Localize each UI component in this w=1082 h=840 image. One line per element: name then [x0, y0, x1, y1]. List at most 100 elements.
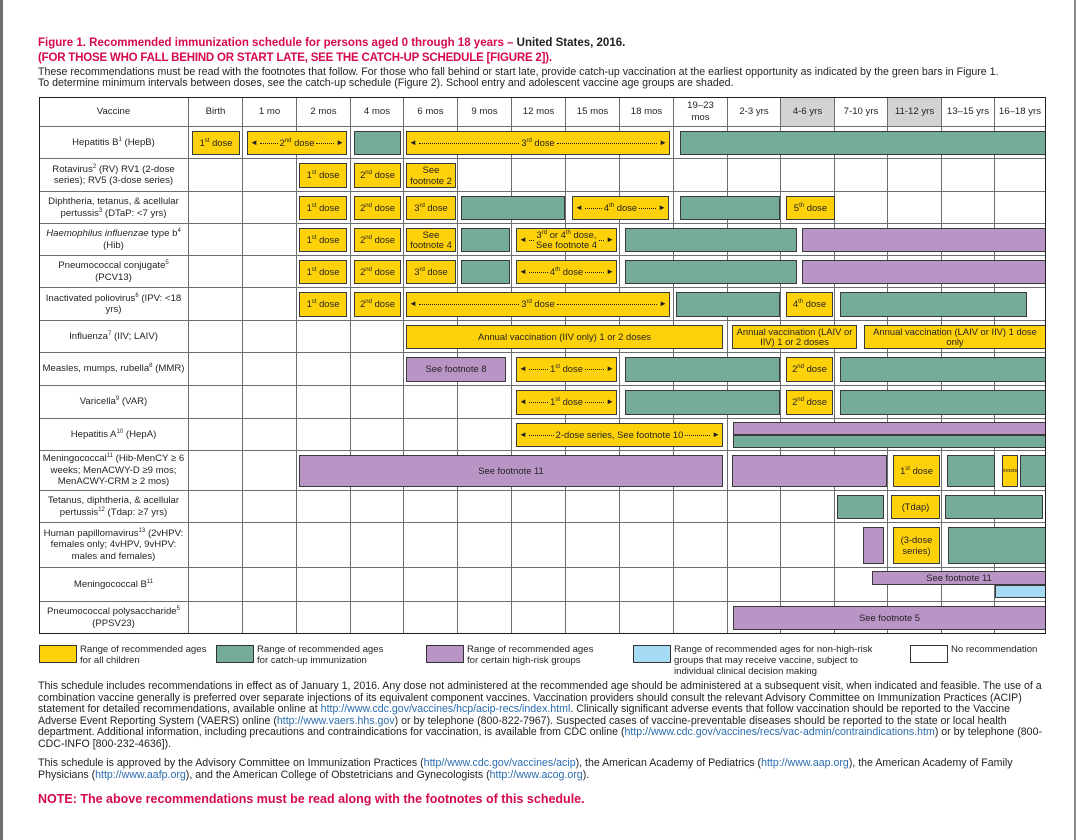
schedule-bar-catch-up	[676, 292, 780, 317]
vaccine-label: Tetanus, diphtheria, & acellular pertuss…	[47, 495, 180, 518]
bar-label: 3rd dose	[414, 265, 448, 277]
arrow-right-icon: ►	[712, 429, 721, 439]
schedule-cell	[620, 568, 674, 602]
arrow-left-icon: ◄	[519, 397, 527, 407]
bar-label: 2nd dose	[792, 363, 827, 375]
bar-label: 2nd dose	[279, 136, 315, 148]
bar-label: 3rd dose	[521, 298, 555, 310]
schedule-cell	[243, 419, 297, 451]
schedule-cell	[995, 159, 1046, 192]
schedule-bar-recommended: 2nd dose	[786, 390, 833, 415]
link[interactable]: http//www.cdc.gov/vaccines/acip	[423, 757, 576, 769]
schedule-cell	[404, 192, 458, 224]
schedule-bar-catch-up	[733, 435, 1046, 448]
schedule-cell	[781, 568, 835, 602]
schedule-bar-recommended: ◄ 1st dose ►	[516, 357, 617, 382]
figure-title-red: Figure 1. Recommended immunization sched…	[38, 37, 517, 49]
legend-swatch	[216, 645, 254, 663]
legend-label: No recommendation	[951, 644, 1038, 655]
schedule-bar-high-risk: See footnote 11	[872, 571, 1046, 585]
link[interactable]: http://www.vaers.hhs.gov	[276, 714, 395, 727]
schedule-cell	[458, 602, 512, 634]
link[interactable]: http://www.cdc.gov/vaccines/recs/vac-adm…	[624, 726, 935, 739]
schedule-cell	[995, 192, 1046, 224]
immunization-schedule-table: Vaccine Birth 1 mo 2 mos 4 mos 6 mos 9 mos 12 m…	[39, 97, 1046, 634]
schedule-cell	[781, 159, 835, 192]
schedule-bar-catch-up	[837, 495, 884, 519]
schedule-bar-recommended: ◄ 2-dose series, See footnote 10 ►	[516, 423, 723, 447]
schedule-bar-high-risk: See footnote 11	[299, 455, 723, 487]
legend-label: Range of recommended ages for all childr…	[80, 644, 207, 666]
schedule-cell	[189, 353, 243, 386]
page-border-right	[1074, 0, 1076, 840]
vaccine-label: Inactivated poliovirus6 (IPV: <18 yrs)	[45, 292, 182, 316]
legend-swatch	[39, 645, 77, 663]
schedule-cell	[942, 192, 995, 224]
schedule-cell	[835, 491, 888, 523]
legend-swatch	[910, 645, 948, 663]
arrow-right-icon: ►	[659, 137, 667, 147]
schedule-cell	[674, 523, 728, 568]
vaccine-name: Measles, mumps, rubella8 (MMR)	[39, 353, 189, 386]
link[interactable]: http://www.acog.org	[489, 768, 583, 781]
arrow-left-icon: ◄	[519, 266, 527, 276]
schedule-bar-recommended: (Tdap)	[891, 495, 940, 519]
intro-text: These recommendations must be read with …	[38, 67, 998, 89]
schedule-bar-recommended: 2nd dose	[786, 357, 833, 382]
age-column-header: 15 mos	[566, 97, 620, 127]
schedule-bar-catch-up	[840, 292, 1027, 317]
vaccine-label: Influenza7 (IIV; LAIV)	[69, 330, 158, 342]
schedule-cell	[189, 419, 243, 451]
age-column-header: 16–18 yrs	[995, 97, 1046, 127]
figure-title-country: United States, 2016.	[516, 37, 626, 49]
schedule-cell	[728, 353, 781, 386]
link[interactable]: http://www.aap.org	[761, 757, 849, 769]
schedule-bar-recommended: 2nd dose	[354, 260, 401, 284]
schedule-bar-recommended: 1st dose	[299, 260, 347, 284]
intro-line: These recommendations must be read with …	[38, 66, 999, 78]
schedule-cell	[351, 353, 404, 386]
schedule-cell	[620, 288, 674, 321]
bar-label: 4th dose	[792, 298, 827, 310]
schedule-bar-recommended: Annual vaccination (LAIV or IIV) 1 dose …	[864, 325, 1046, 349]
age-column-header: Birth	[189, 97, 243, 127]
schedule-bar-high-risk	[863, 527, 884, 564]
vaccine-name: Haemophilus influenzae type b4 (Hib)	[39, 224, 189, 256]
schedule-bar-recommended: 1st dose	[299, 292, 347, 317]
schedule-bar-recommended: (3-dose series)	[893, 527, 940, 564]
schedule-cell	[458, 523, 512, 568]
schedule-bar-high-risk	[732, 455, 887, 487]
schedule-bar-catch-up	[625, 260, 797, 284]
schedule-bar-recommended: ◄ 2nd dose ►	[247, 131, 347, 155]
bar-label: See footnote 8	[425, 363, 487, 375]
schedule-bar-catch-up	[840, 390, 1046, 415]
schedule-cell	[620, 192, 674, 224]
link[interactable]: http://www.aafp.org	[95, 768, 186, 781]
schedule-cell	[781, 353, 835, 386]
schedule-cell	[835, 192, 888, 224]
schedule-cell	[674, 491, 728, 523]
schedule-cell	[728, 568, 781, 602]
approval-paragraph: This schedule is approved by the Advisor…	[38, 757, 1013, 781]
schedule-cell	[942, 568, 995, 602]
schedule-cell	[351, 192, 404, 224]
legend-item-non-high-risk: Range of recommended ages for non-high-r…	[633, 644, 889, 677]
schedule-cell	[243, 523, 297, 568]
age-column-header: 18 mos	[620, 97, 674, 127]
schedule-cell	[781, 491, 835, 523]
bar-label: See footnote 4	[410, 228, 452, 250]
schedule-cell	[351, 288, 404, 321]
schedule-cell	[674, 159, 728, 192]
bar-label: Annual vaccination (LAIV or IIV) 1 or 2 …	[736, 325, 853, 347]
bar-label: 1st dose	[306, 169, 340, 181]
bar-label: Booster	[1003, 467, 1018, 474]
figure-subtitle: (FOR THOSE WHO FALL BEHIND OR START LATE…	[38, 52, 552, 64]
vaccine-name: Tetanus, diphtheria, & acellular pertuss…	[39, 491, 189, 523]
schedule-cell	[297, 321, 351, 353]
schedule-bar-catch-up	[680, 131, 1046, 155]
link[interactable]: http://www.cdc.gov/vaccines/hcp/acip-rec…	[320, 703, 571, 716]
schedule-bar-recommended: ◄ 3rd dose ►	[406, 292, 670, 317]
arrow-left-icon: ◄	[250, 137, 258, 147]
schedule-cell	[297, 127, 351, 159]
bar-label: 1st dose	[306, 201, 340, 213]
